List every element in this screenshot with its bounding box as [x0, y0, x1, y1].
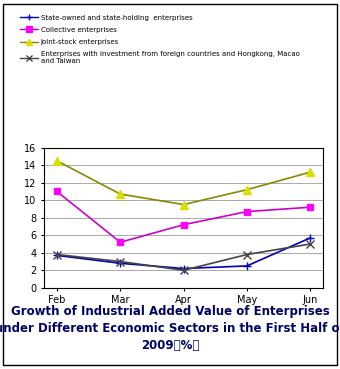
Text: Growth of Industrial Added Value of Enterprises
under Different Economic Sectors: Growth of Industrial Added Value of Ente…	[0, 305, 340, 352]
Legend: State-owned and state-holding  enterprises, Collective enterprises, Joint-stock : State-owned and state-holding enterprise…	[20, 14, 300, 64]
